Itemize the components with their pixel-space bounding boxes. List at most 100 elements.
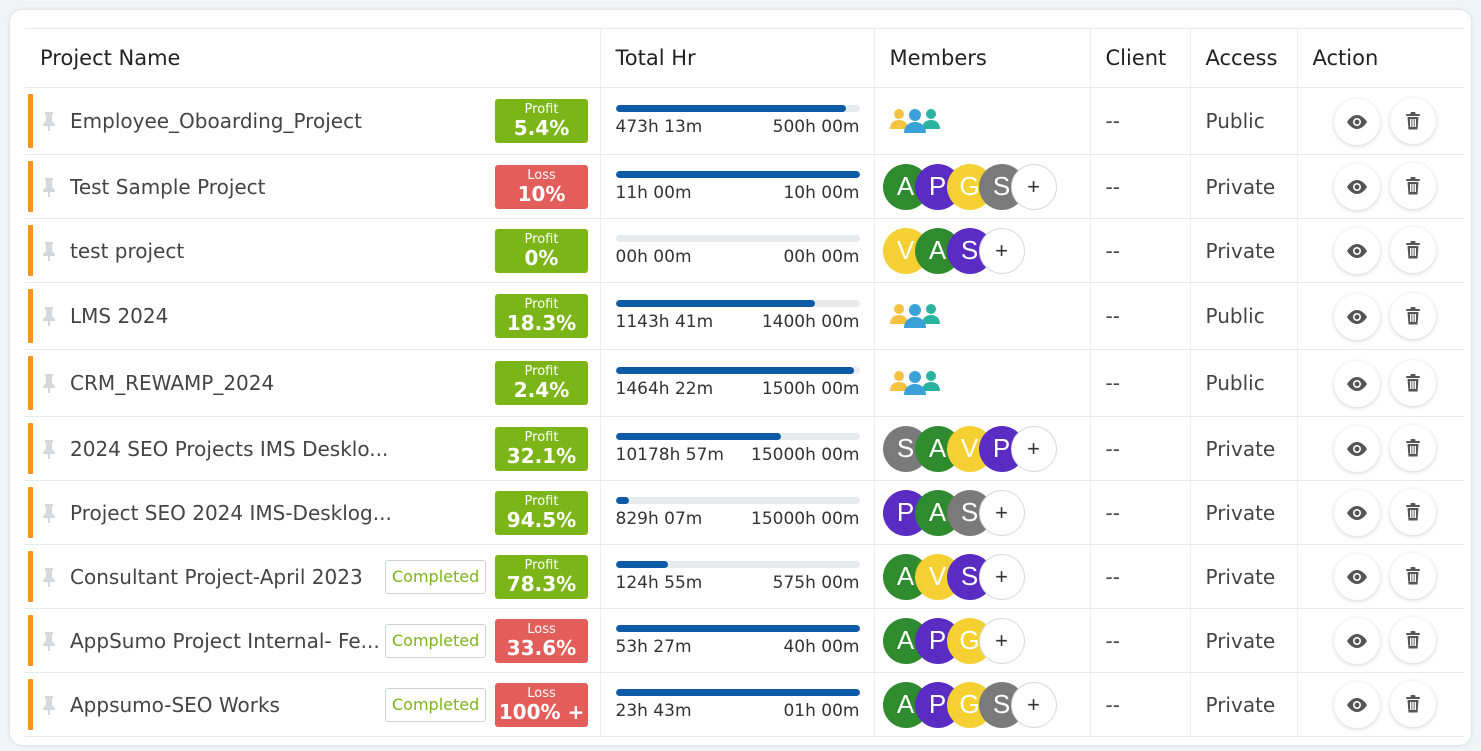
table-row[interactable]: Project SEO 2024 IMS-Desklog... Profit 9… — [25, 480, 1464, 545]
hours-progress-bar — [615, 234, 860, 242]
table-row[interactable]: Test Sample Project Loss 10% 11h 00m 10h… — [25, 154, 1464, 219]
pin-icon[interactable] — [41, 306, 57, 326]
pin-icon[interactable] — [41, 111, 57, 131]
hours-budget: 15000h 00m — [751, 508, 860, 529]
pin-icon[interactable] — [41, 503, 57, 523]
project-name-link[interactable]: Consultant Project-April 2023 — [70, 564, 363, 589]
members-cell: A P G + — [874, 608, 1091, 673]
table-row[interactable]: Consultant Project-April 2023 Completed … — [25, 544, 1464, 609]
project-name-link[interactable]: LMS 2024 — [70, 304, 169, 328]
team-group-icon — [889, 371, 941, 401]
hours-spent: 00h 00m — [615, 246, 692, 267]
project-name-link[interactable]: CRM_REWAMP_2024 — [70, 371, 275, 395]
hours-spent: 23h 43m — [615, 700, 692, 721]
pin-icon[interactable] — [41, 695, 57, 715]
members-cell: A V S + — [874, 544, 1091, 609]
delete-button[interactable] — [1389, 359, 1436, 406]
access-cell: Public — [1190, 282, 1298, 350]
table-row[interactable]: CRM_REWAMP_2024 Profit 2.4% 1464h 22m 15… — [25, 349, 1464, 417]
eye-icon — [1345, 179, 1369, 195]
delete-button[interactable] — [1389, 617, 1436, 663]
access-cell: Public — [1190, 87, 1298, 155]
hours-budget: 10h 00m — [783, 182, 860, 203]
add-member-button[interactable]: + — [1010, 425, 1057, 472]
pin-icon[interactable] — [41, 567, 57, 587]
members-cell: V A S + — [874, 218, 1091, 283]
trash-icon — [1405, 306, 1421, 325]
delete-button[interactable] — [1389, 425, 1436, 471]
view-button[interactable] — [1333, 164, 1380, 210]
members-cell: A P G S + — [874, 672, 1091, 737]
view-button[interactable] — [1333, 360, 1380, 407]
profit-loss-label: Profit — [524, 297, 559, 312]
access-cell: Public — [1190, 349, 1298, 417]
project-name-link[interactable]: Appsumo-SEO Works — [70, 692, 280, 717]
hours-budget: 1400h 00m — [761, 312, 860, 332]
row-accent — [28, 551, 33, 602]
add-member-button[interactable]: + — [1010, 163, 1057, 210]
delete-button[interactable] — [1389, 292, 1436, 339]
delete-button[interactable] — [1389, 553, 1436, 599]
members-cell — [874, 282, 1091, 350]
header-project-name[interactable]: Project Name — [25, 28, 601, 88]
profit-loss-badge: Profit 78.3% — [495, 554, 588, 599]
profit-loss-label: Profit — [524, 493, 559, 509]
hours-spent: 10178h 57m — [615, 444, 724, 465]
view-button[interactable] — [1333, 98, 1380, 145]
profit-loss-badge: Profit 94.5% — [495, 490, 588, 535]
pin-icon[interactable] — [41, 373, 57, 393]
add-member-button[interactable]: + — [978, 489, 1025, 536]
add-member-button[interactable]: + — [978, 553, 1025, 600]
add-member-button[interactable]: + — [978, 617, 1025, 664]
table-row[interactable]: AppSumo Project Internal- Fe... Complete… — [25, 608, 1464, 673]
members-cell: A P G S + — [874, 154, 1091, 219]
view-button[interactable] — [1333, 682, 1380, 728]
project-name-link[interactable]: AppSumo Project Internal- Fe... — [70, 628, 380, 653]
members-cell: P A S + — [874, 480, 1091, 545]
delete-button[interactable] — [1389, 227, 1436, 273]
pin-icon[interactable] — [41, 241, 57, 261]
header-total-hr[interactable]: Total Hr — [600, 28, 875, 88]
action-cell — [1297, 480, 1464, 545]
total-hr-cell: 11h 00m 10h 00m — [600, 154, 875, 219]
pin-icon[interactable] — [41, 631, 57, 651]
profit-loss-value: 18.3% — [506, 311, 577, 335]
completed-badge: Completed — [385, 559, 487, 594]
pin-icon[interactable] — [41, 439, 57, 459]
hours-progress-bar — [615, 688, 860, 696]
pin-icon[interactable] — [41, 177, 57, 197]
view-button[interactable] — [1333, 490, 1380, 536]
table-row[interactable]: LMS 2024 Profit 18.3% 1143h 41m 1400h 00… — [25, 282, 1464, 350]
eye-icon — [1345, 243, 1369, 259]
view-button[interactable] — [1333, 293, 1380, 340]
view-button[interactable] — [1333, 426, 1380, 472]
table-row[interactable]: Appsumo-SEO Works Completed Loss 100% + … — [25, 672, 1464, 737]
header-access[interactable]: Access — [1190, 28, 1298, 88]
trash-icon — [1405, 567, 1421, 585]
add-member-button[interactable]: + — [978, 227, 1025, 274]
project-name-link[interactable]: test project — [70, 238, 185, 263]
delete-button[interactable] — [1389, 97, 1436, 144]
project-name-link[interactable]: Test Sample Project — [70, 174, 266, 199]
project-name-link[interactable]: Project SEO 2024 IMS-Desklog... — [70, 500, 392, 525]
project-name-link[interactable]: 2024 SEO Projects IMS Desklo... — [70, 436, 389, 461]
table-row[interactable]: test project Profit 0% 00h 00m 00h 00m V… — [25, 218, 1464, 283]
client-cell: -- — [1090, 282, 1191, 350]
profit-loss-label: Loss — [527, 167, 556, 183]
access-cell: Private — [1190, 608, 1298, 673]
hours-spent: 829h 07m — [615, 508, 703, 529]
header-client[interactable]: Client — [1090, 28, 1191, 88]
hours-spent: 1143h 41m — [615, 312, 714, 332]
profit-loss-value: 94.5% — [506, 507, 577, 532]
table-row[interactable]: 2024 SEO Projects IMS Desklo... Profit 3… — [25, 416, 1464, 481]
delete-button[interactable] — [1389, 681, 1436, 727]
add-member-button[interactable]: + — [1010, 681, 1057, 728]
view-button[interactable] — [1333, 228, 1380, 274]
view-button[interactable] — [1333, 618, 1380, 664]
delete-button[interactable] — [1389, 163, 1436, 209]
project-name-link[interactable]: Employee_Oboarding_Project — [70, 109, 362, 133]
client-cell: -- — [1090, 87, 1191, 155]
delete-button[interactable] — [1389, 489, 1436, 535]
view-button[interactable] — [1333, 554, 1380, 600]
table-row[interactable]: Employee_Oboarding_Project Profit 5.4% 4… — [25, 87, 1464, 155]
